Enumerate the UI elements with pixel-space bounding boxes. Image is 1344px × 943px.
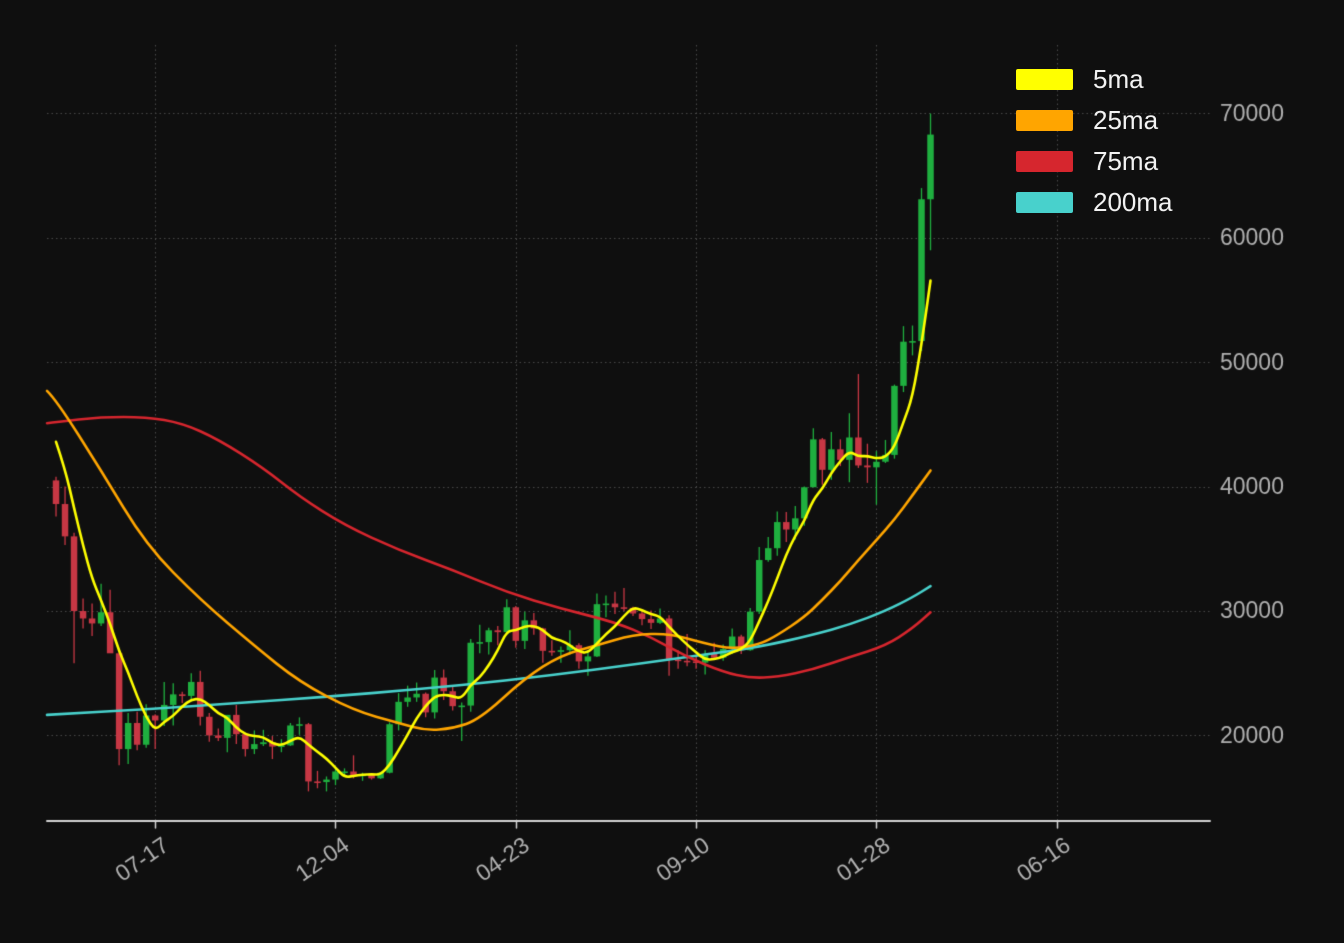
legend-swatch-5ma xyxy=(1016,68,1073,90)
legend-label-75ma: 75ma xyxy=(1093,146,1159,176)
legend-swatch-200ma xyxy=(1016,191,1073,213)
legend-label-200ma: 200ma xyxy=(1093,187,1173,217)
legend-label-25ma: 25ma xyxy=(1093,105,1159,135)
legend-label-5ma: 5ma xyxy=(1093,64,1144,94)
legend-item-25ma: 25ma xyxy=(1016,107,1173,133)
legend-item-200ma: 200ma xyxy=(1016,189,1173,215)
legend-item-5ma: 5ma xyxy=(1016,66,1173,92)
legend-swatch-25ma xyxy=(1016,109,1073,131)
legend-swatch-75ma xyxy=(1016,150,1073,172)
chart-legend: 5ma 25ma 75ma 200ma xyxy=(1016,66,1173,215)
legend-item-75ma: 75ma xyxy=(1016,148,1173,174)
